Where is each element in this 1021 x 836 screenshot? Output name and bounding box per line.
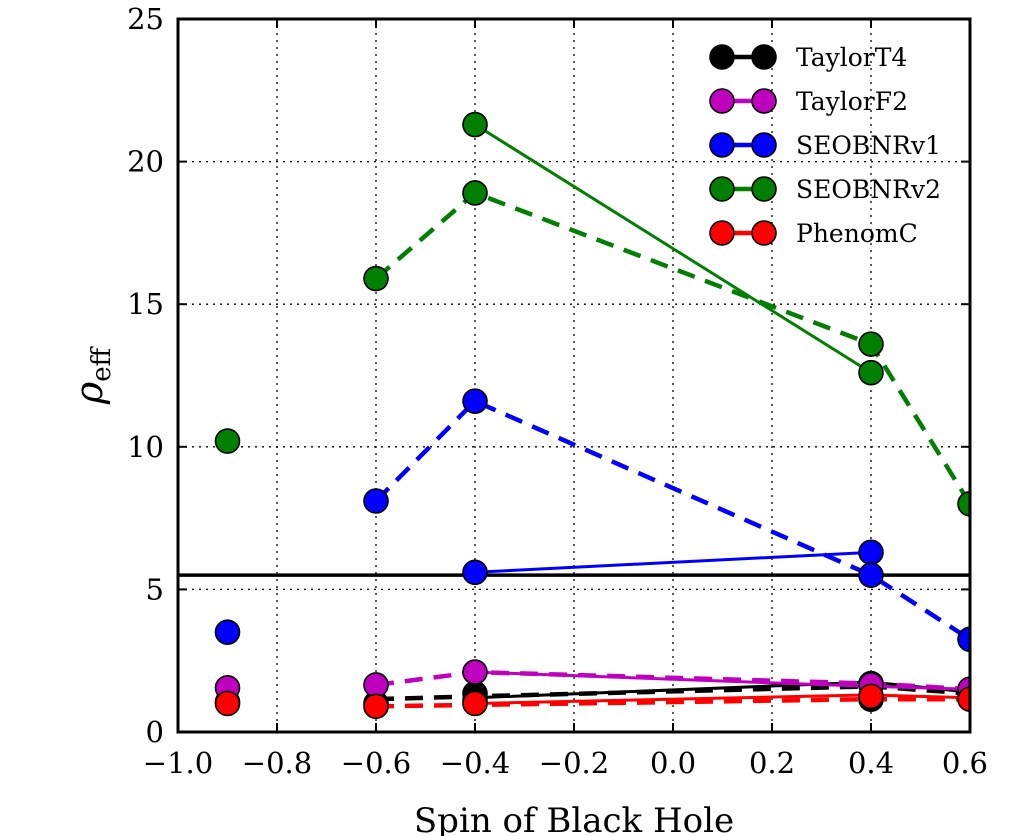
y-tick-label: 5 [146, 572, 164, 606]
y-axis-ticks: 0 5 10 15 20 25 [127, 2, 970, 749]
svg-text:ρeff: ρeff [67, 345, 117, 405]
legend-label: SEOBNRv1 [796, 131, 941, 160]
legend-marker [751, 88, 777, 114]
data-point-seobnrv1 [462, 388, 488, 414]
data-point-seobnrv2 [858, 331, 884, 357]
data-point-seobnrv1 [957, 626, 970, 653]
x-tick-label: −0.4 [440, 746, 510, 780]
legend-marker [751, 44, 777, 70]
legend-label: SEOBNRv2 [796, 175, 941, 204]
y-tick-label: 25 [127, 2, 164, 36]
x-tick-label: 0.4 [848, 746, 894, 780]
y-axis-label-main: ρ [67, 381, 111, 405]
data-point-seobnrv2 [462, 180, 488, 206]
data-point-seobnrv2 [214, 428, 241, 454]
legend-marker [751, 220, 777, 246]
legend-entry-taylort4: TaylorT4 [709, 43, 907, 72]
data-point-phenomc [462, 690, 488, 717]
x-axis-label: Spin of Black Hole [414, 801, 734, 836]
legend-marker [709, 132, 735, 158]
grid [178, 19, 970, 732]
legend-entry-taylorf2: TaylorF2 [709, 87, 908, 116]
series-line-solid-seobnrv2 [474, 123, 872, 374]
legend-marker [709, 88, 735, 114]
data-point-phenomc [858, 683, 884, 710]
data-point-seobnrv1 [214, 619, 241, 645]
data-point-seobnrv1 [363, 488, 389, 514]
legend-entry-seobnrv2: SEOBNRv2 [709, 175, 941, 204]
data-point-taylorf2 [462, 659, 488, 685]
data-point-phenomc [214, 690, 241, 717]
legend-label: TaylorF2 [796, 87, 908, 116]
series-line-solid-seobnrv1 [474, 550, 872, 574]
series-line-dashed-seobnrv1 [374, 398, 970, 642]
series-layer [214, 111, 970, 720]
data-point-seobnrv1 [858, 562, 884, 588]
legend-entry-seobnrv1: SEOBNRv1 [709, 131, 941, 160]
series-line-dashed-seobnrv2 [374, 190, 970, 506]
x-tick-label: 0.2 [749, 746, 795, 780]
legend-marker [709, 176, 735, 202]
series-seobnrv2 [214, 111, 970, 517]
x-tick-label: −0.6 [341, 746, 411, 780]
y-tick-label: 15 [127, 287, 164, 321]
data-point-seobnrv2 [363, 265, 389, 292]
x-tick-label: 0.6 [942, 746, 988, 780]
legend-entry-phenomc: PhenomC [709, 219, 918, 248]
data-point-seobnrv2 [462, 111, 488, 138]
data-point-taylorf2 [363, 672, 389, 698]
legend-label: PhenomC [796, 219, 918, 248]
x-tick-label: −1.0 [143, 746, 213, 780]
y-axis-label-subscript: eff [87, 345, 117, 381]
series-line-dashed-phenomc [375, 696, 970, 709]
x-axis-ticks: −1.0 −0.8 −0.6 −0.4 −0.2 0.0 0.2 0.4 0.6 [143, 19, 988, 780]
data-point-phenomc [363, 693, 389, 720]
y-tick-label: 10 [127, 430, 164, 464]
data-point-seobnrv1 [462, 559, 488, 586]
legend-marker [709, 220, 735, 246]
legend-marker [751, 176, 777, 202]
legend-marker [709, 44, 735, 70]
legend-marker [751, 132, 777, 158]
x-tick-label: −0.8 [242, 746, 312, 780]
x-tick-label: 0.0 [650, 746, 696, 780]
data-point-seobnrv2 [957, 491, 970, 517]
x-tick-label: −0.2 [539, 746, 609, 780]
y-axis-label: ρeff [67, 345, 117, 405]
series-phenomc [214, 683, 970, 720]
legend-label: TaylorT4 [796, 43, 907, 72]
data-point-seobnrv1 [858, 539, 884, 566]
data-point-seobnrv2 [858, 359, 884, 386]
y-tick-label: 0 [146, 715, 164, 749]
series-seobnrv1 [214, 388, 970, 653]
legend: TaylorT4 TaylorF2 SEOBNRv1 SEOBNRv2 PhenomC [709, 43, 941, 248]
data-point-phenomc [957, 686, 970, 712]
y-tick-label: 20 [127, 145, 164, 179]
